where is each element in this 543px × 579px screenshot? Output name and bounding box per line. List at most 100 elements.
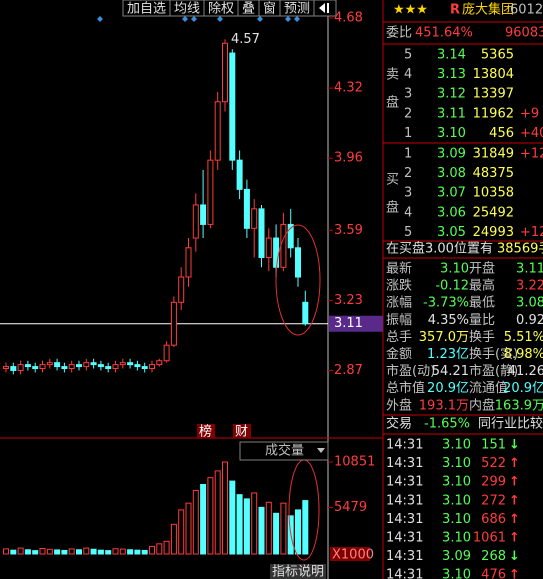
stat-value: 20.9亿: [427, 381, 469, 396]
tick-price: 3.10: [442, 456, 471, 471]
indicator-select[interactable]: [239, 441, 329, 461]
side-label: 盘: [386, 95, 399, 111]
volume-bar: [3, 548, 9, 555]
marker-box: [197, 424, 215, 438]
rating-stars: ★★★: [393, 3, 428, 18]
stat-value: 5.51%: [504, 330, 543, 345]
tick-price: 3.10: [442, 438, 471, 453]
volume-bar: [178, 509, 185, 555]
tick-time: 14:31: [386, 531, 423, 546]
price: 3.12: [437, 87, 466, 102]
marker[interactable]: 财: [235, 425, 248, 440]
volume-bar: [10, 549, 17, 555]
stat-label: 总市值: [386, 380, 425, 396]
candle-body: [127, 362, 134, 366]
candle-body: [97, 364, 104, 368]
stat-value: 3.11: [516, 262, 543, 277]
change: +122: [520, 147, 543, 162]
diamond: [294, 16, 300, 22]
candle-body: [156, 360, 163, 366]
y-tick-label: 4.32: [334, 81, 363, 96]
level: 4: [404, 205, 412, 220]
diamond: [97, 16, 103, 22]
toolbar-button[interactable]: 均线: [174, 2, 200, 17]
side-label: 盘: [386, 200, 399, 216]
stat-label: 涨跌: [386, 278, 412, 294]
candle-body: [192, 204, 199, 239]
tick-arrow: ↓: [509, 438, 520, 453]
candle-body: [273, 237, 280, 268]
side-label: 买: [386, 173, 399, 188]
toolbar-button[interactable]: 叠: [242, 2, 255, 17]
stat-label: 振幅: [386, 313, 412, 328]
y-tick-label: 2.87: [334, 363, 363, 378]
stat-label: 量比: [469, 313, 495, 328]
candle-body: [3, 366, 9, 370]
tick-arrow: ↓: [509, 549, 520, 564]
candle-body: [90, 362, 97, 366]
unit-box: [330, 547, 370, 561]
change: +9: [520, 106, 539, 121]
toolbar-arrow[interactable]: [319, 3, 329, 13]
current-price-label: 3.11: [334, 316, 363, 331]
volume: 456: [489, 126, 514, 141]
high-label: 4.57: [231, 32, 260, 47]
tab-value: -1.65%: [424, 417, 470, 432]
stat-value: 3.08: [516, 296, 543, 311]
level: 1: [404, 147, 412, 162]
volume-bar: [163, 540, 170, 555]
stock-name: 庞大集团: [462, 2, 514, 18]
toolbar-button[interactable]: 除权: [208, 1, 234, 17]
diamond: [182, 16, 188, 22]
tick-volume: 1061: [473, 531, 506, 546]
tab[interactable]: 同行业比较: [478, 417, 543, 432]
stat-value: 1.23亿: [427, 347, 469, 362]
stat-value: -3.73%: [423, 296, 469, 311]
help-button[interactable]: 指标说明: [272, 565, 324, 579]
price: 3.11: [437, 106, 466, 121]
stat-label: 最高: [469, 278, 495, 294]
y-tick-label: 3.59: [334, 223, 363, 238]
tick-time: 14:31: [386, 512, 423, 527]
candle-body: [302, 301, 309, 325]
volume-bar: [17, 547, 24, 555]
volume-bar: [24, 549, 31, 555]
toolbar-button[interactable]: 预测: [284, 2, 310, 17]
tick-volume: 299: [481, 475, 506, 490]
stat-label: 最新: [386, 261, 412, 277]
price: 3.09: [437, 147, 466, 162]
tick-arrow: ↑: [509, 493, 520, 508]
stat-label: 换手(实): [469, 347, 518, 362]
volume-bar: [149, 545, 155, 555]
tab[interactable]: 交易: [386, 416, 412, 432]
level: 3: [404, 87, 412, 102]
marker[interactable]: 榜: [199, 424, 212, 440]
volume: 24993: [473, 225, 514, 240]
volume-bar: [46, 548, 53, 555]
help-button-box: [270, 564, 326, 579]
candle-body: [17, 364, 24, 371]
tick-volume: 272: [481, 493, 506, 508]
diamond: [217, 16, 223, 22]
volume-bar: [83, 547, 90, 555]
diamond: [285, 16, 291, 22]
price: 3.13: [437, 67, 466, 82]
volume-bar: [76, 549, 82, 555]
candle-body: [10, 366, 17, 371]
candle-body: [76, 364, 82, 368]
y-tick-label: 10851: [334, 455, 375, 470]
indicator-name: 成交量: [265, 443, 304, 459]
tick-price: 3.10: [442, 568, 471, 579]
volume-bar: [141, 549, 148, 555]
stat-value: 41.26: [508, 364, 543, 379]
volume: 48375: [473, 166, 514, 181]
tick-time: 14:31: [386, 475, 423, 490]
tick-time: 14:31: [386, 549, 423, 564]
ratio-label: 委比: [386, 26, 412, 41]
level: 3: [404, 186, 412, 201]
stat-value: 0.92: [516, 313, 543, 328]
toolbar-button[interactable]: 窗: [263, 1, 276, 17]
toolbar-button[interactable]: 加自选: [127, 2, 166, 17]
